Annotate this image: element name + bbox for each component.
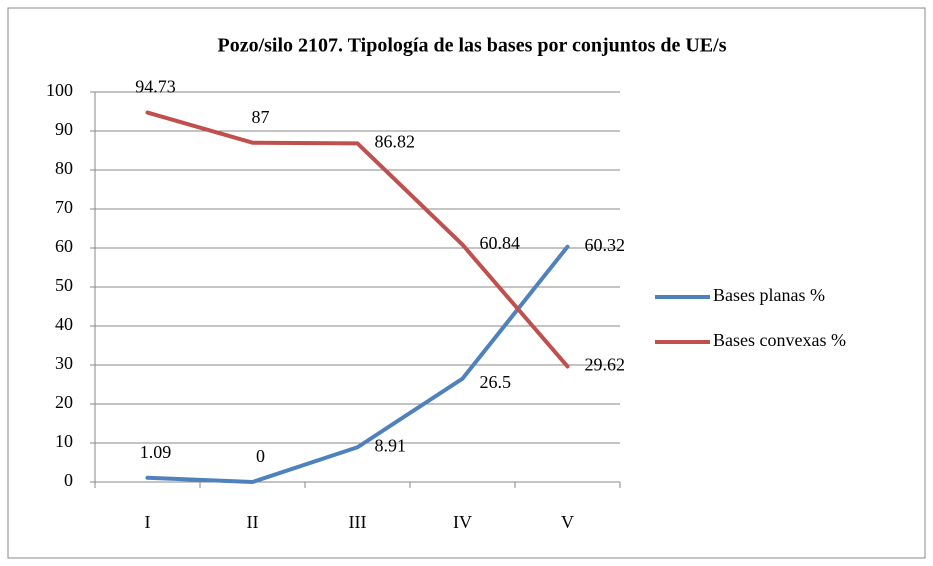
y-tick-label: 50	[55, 275, 73, 295]
data-label: 26.5	[480, 372, 512, 392]
data-label: 86.82	[375, 132, 416, 152]
data-label: 94.73	[135, 77, 176, 97]
series-line	[145, 244, 570, 484]
y-tick-label: 20	[55, 392, 73, 412]
y-tick-label: 70	[55, 197, 73, 217]
legend-label: Bases planas %	[713, 285, 825, 305]
x-tick-label: II	[247, 512, 259, 532]
y-tick-label: 100	[46, 80, 73, 100]
y-tick-label: 80	[55, 158, 73, 178]
data-label: 60.32	[585, 235, 626, 255]
x-tick-label: I	[145, 512, 151, 532]
y-tick-label: 90	[55, 119, 73, 139]
y-tick-label: 40	[55, 314, 73, 334]
y-tick-label: 10	[55, 431, 73, 451]
chart-frame	[7, 7, 926, 559]
data-label: 87	[252, 107, 270, 127]
data-label: 29.62	[585, 355, 626, 375]
data-label: 8.91	[375, 435, 407, 455]
x-tick-label: III	[349, 512, 367, 532]
series-line	[145, 110, 570, 369]
x-tick-label: IV	[453, 512, 472, 532]
legend-label: Bases convexas %	[713, 330, 846, 350]
data-label: 1.09	[140, 442, 172, 462]
y-tick-label: 60	[55, 236, 73, 256]
chart-title: Pozo/silo 2107. Tipología de las bases p…	[218, 35, 727, 57]
data-label: 0	[256, 446, 265, 466]
data-label: 60.84	[480, 233, 521, 253]
y-tick-label: 0	[64, 470, 73, 490]
x-tick-label: V	[561, 512, 574, 532]
y-tick-label: 30	[55, 353, 73, 373]
